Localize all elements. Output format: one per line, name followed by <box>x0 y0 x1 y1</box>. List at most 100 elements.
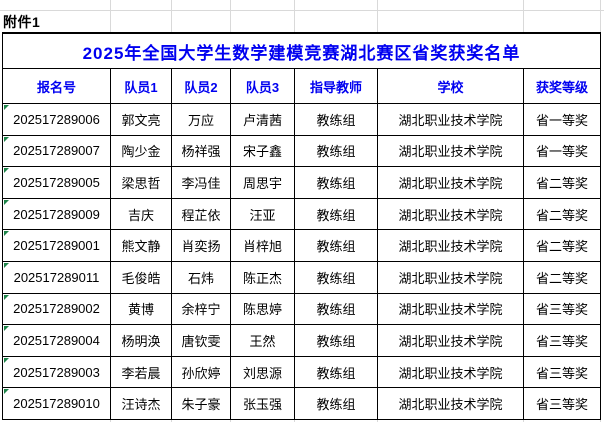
cell-award-level[interactable]: 省二等奖 <box>522 260 602 294</box>
cell-member1[interactable]: 汪诗杰 <box>110 387 172 420</box>
column-header-member3[interactable]: 队员3 <box>230 68 295 104</box>
number-as-text-indicator-icon <box>4 357 9 363</box>
cell-member2[interactable]: 朱子豪 <box>171 387 231 420</box>
cell-award-level[interactable]: 省三等奖 <box>522 387 602 420</box>
cell-registration-id[interactable]: 202517289004 <box>2 324 111 357</box>
cell-registration-id[interactable]: 202517289001 <box>2 229 111 262</box>
member3-name: 宋子鑫 <box>242 144 282 160</box>
cell-member3[interactable]: 卢清茜 <box>230 103 295 136</box>
cell-school[interactable]: 湖北职业技术学院 <box>377 387 524 420</box>
cell-registration-id[interactable]: 202517289006 <box>2 103 111 136</box>
table-row: 202517289007 陶少金 杨祥强 宋子鑫 教练组 湖北职业技术学院 省一… <box>2 134 602 168</box>
cell-registration-id[interactable]: 202517289007 <box>2 134 111 168</box>
member1-name: 李若晨 <box>121 365 161 381</box>
member1-name: 梁思哲 <box>121 175 161 191</box>
column-header-member1[interactable]: 队员1 <box>110 68 172 104</box>
cell-member2[interactable]: 孙欣婷 <box>171 355 231 389</box>
cell-member1[interactable]: 熊文静 <box>110 229 172 262</box>
cell-member1[interactable]: 吉庆 <box>110 197 172 231</box>
table-row: 202517289009 吉庆 程芷依 汪亚 教练组 湖北职业技术学院 省二等奖 <box>2 197 602 231</box>
cell-school[interactable]: 湖北职业技术学院 <box>377 260 524 294</box>
cell-member3[interactable]: 刘思源 <box>230 355 295 389</box>
award-level: 省三等奖 <box>536 302 589 318</box>
advisor-name: 教练组 <box>316 112 356 128</box>
cell-award-level[interactable]: 省三等奖 <box>522 355 602 389</box>
cell-school[interactable]: 湖北职业技术学院 <box>377 229 524 262</box>
column-header-school[interactable]: 学校 <box>377 68 524 104</box>
cell-registration-id[interactable]: 202517289010 <box>2 387 111 420</box>
cell-school[interactable]: 湖北职业技术学院 <box>377 134 524 168</box>
cell-award-level[interactable]: 省二等奖 <box>522 166 602 199</box>
member2-name: 杨祥强 <box>181 144 221 160</box>
cell-advisor[interactable]: 教练组 <box>294 387 378 420</box>
cell-registration-id[interactable]: 202517289009 <box>2 197 111 231</box>
cell-member3[interactable]: 周思宇 <box>230 166 295 199</box>
registration-id: 202517289002 <box>13 301 100 317</box>
cell-advisor[interactable]: 教练组 <box>294 134 378 168</box>
cell-registration-id[interactable]: 202517289002 <box>2 292 111 326</box>
award-level: 省三等奖 <box>536 333 589 349</box>
cell-member2[interactable]: 李冯佳 <box>171 166 231 199</box>
school-name: 湖北职业技术学院 <box>398 207 503 223</box>
cell-school[interactable]: 湖北职业技术学院 <box>377 292 524 326</box>
cell-award-level[interactable]: 省三等奖 <box>522 324 602 357</box>
column-header-advisor[interactable]: 指导教师 <box>294 68 378 104</box>
cell-school[interactable]: 湖北职业技术学院 <box>377 103 524 136</box>
cell-member2[interactable]: 万应 <box>171 103 231 136</box>
cell-member1[interactable]: 郭文亮 <box>110 103 172 136</box>
cell-registration-id[interactable]: 202517289011 <box>2 260 111 294</box>
cell-member3[interactable]: 王然 <box>230 324 295 357</box>
cell-school[interactable]: 湖北职业技术学院 <box>377 324 524 357</box>
award-level: 省一等奖 <box>536 144 589 160</box>
cell-award-level[interactable]: 省一等奖 <box>522 134 602 168</box>
cell-member2[interactable]: 肖奕扬 <box>171 229 231 262</box>
table-row: 202517289006 郭文亮 万应 卢清茜 教练组 湖北职业技术学院 省一等… <box>2 103 602 136</box>
title-row: 2025年全国大学生数学建模竞赛湖北赛区省奖获奖名单 <box>1 32 602 69</box>
cell-member2[interactable]: 唐钦雯 <box>171 324 231 357</box>
cell-advisor[interactable]: 教练组 <box>294 260 378 294</box>
cell-advisor[interactable]: 教练组 <box>294 355 378 389</box>
cell-advisor[interactable]: 教练组 <box>294 292 378 326</box>
cell-member1[interactable]: 黄博 <box>110 292 172 326</box>
column-header-award-level[interactable]: 获奖等级 <box>522 68 602 104</box>
cell-member1[interactable]: 梁思哲 <box>110 166 172 199</box>
gridline <box>294 0 295 32</box>
sheet-title-cell[interactable]: 2025年全国大学生数学建模竞赛湖北赛区省奖获奖名单 <box>1 32 602 69</box>
cell-member3[interactable]: 宋子鑫 <box>230 134 295 168</box>
member2-name: 唐钦雯 <box>181 333 221 349</box>
award-level: 省三等奖 <box>536 397 589 413</box>
cell-member1[interactable]: 毛俊皓 <box>110 260 172 294</box>
registration-id: 202517289005 <box>13 174 100 190</box>
cell-award-level[interactable]: 省三等奖 <box>522 292 602 326</box>
cell-member3[interactable]: 张玉强 <box>230 387 295 420</box>
cell-member1[interactable]: 陶少金 <box>110 134 172 168</box>
column-header-registration-id[interactable]: 报名号 <box>2 68 111 104</box>
cell-award-level[interactable]: 省二等奖 <box>522 229 602 262</box>
cell-advisor[interactable]: 教练组 <box>294 166 378 199</box>
cell-school[interactable]: 湖北职业技术学院 <box>377 197 524 231</box>
cell-advisor[interactable]: 教练组 <box>294 324 378 357</box>
advisor-name: 教练组 <box>316 175 356 191</box>
cell-award-level[interactable]: 省二等奖 <box>522 197 602 231</box>
cell-advisor[interactable]: 教练组 <box>294 103 378 136</box>
cell-member2[interactable]: 石炜 <box>171 260 231 294</box>
cell-registration-id[interactable]: 202517289005 <box>2 166 111 199</box>
column-header-member2[interactable]: 队员2 <box>171 68 231 104</box>
school-name: 湖北职业技术学院 <box>398 175 503 191</box>
cell-award-level[interactable]: 省一等奖 <box>522 103 602 136</box>
cell-advisor[interactable]: 教练组 <box>294 197 378 231</box>
cell-member2[interactable]: 余梓宁 <box>171 292 231 326</box>
cell-member2[interactable]: 杨祥强 <box>171 134 231 168</box>
cell-member3[interactable]: 汪亚 <box>230 197 295 231</box>
cell-member3[interactable]: 陈正杰 <box>230 260 295 294</box>
cell-member1[interactable]: 李若晨 <box>110 355 172 389</box>
school-name: 湖北职业技术学院 <box>398 302 503 318</box>
cell-member1[interactable]: 杨明涣 <box>110 324 172 357</box>
cell-school[interactable]: 湖北职业技术学院 <box>377 166 524 199</box>
cell-registration-id[interactable]: 202517289003 <box>2 355 111 389</box>
cell-member2[interactable]: 程芷依 <box>171 197 231 231</box>
cell-member3[interactable]: 陈思婷 <box>230 292 295 326</box>
cell-school[interactable]: 湖北职业技术学院 <box>377 355 524 389</box>
cell-member3[interactable]: 肖梓旭 <box>230 229 295 262</box>
cell-advisor[interactable]: 教练组 <box>294 229 378 262</box>
